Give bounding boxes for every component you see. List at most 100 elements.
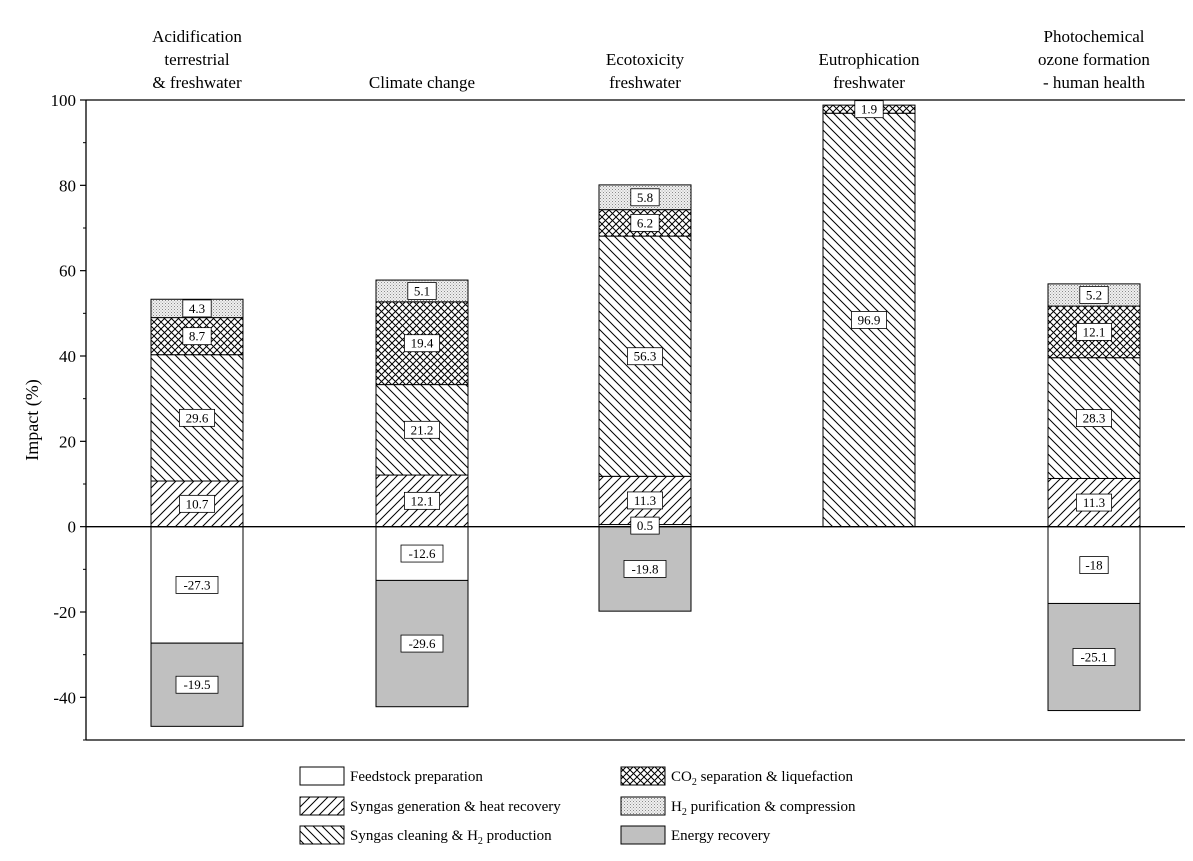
data-label-text: 11.3 (1083, 495, 1105, 510)
category-label: Climate change (369, 73, 475, 92)
data-label-box (400, 634, 444, 653)
legend-item: Syngas generation & heat recovery (299, 796, 561, 816)
data-label-text: -25.1 (1080, 650, 1107, 665)
data-label: 56.3 (627, 347, 664, 366)
data-label-text: 96.9 (858, 312, 881, 327)
data-label: 11.3 (1076, 493, 1113, 512)
legend-swatch (299, 825, 345, 845)
data-label-text: 8.7 (189, 329, 206, 344)
data-label: -12.6 (400, 544, 444, 563)
data-label: 5.2 (1079, 286, 1109, 304)
y-tick-label: 0 (68, 518, 77, 537)
category-label: Ecotoxicity (606, 50, 685, 69)
data-label-box (630, 213, 660, 232)
legend-item: Syngas cleaning & H2 production (299, 825, 552, 847)
data-label-text: 5.2 (1086, 287, 1102, 302)
data-label-box (178, 494, 215, 513)
category-label: Photochemical (1043, 27, 1144, 46)
data-label-box (400, 544, 444, 563)
data-label-box (630, 516, 660, 535)
data-label: -29.6 (400, 634, 444, 653)
data-label: 4.3 (182, 299, 212, 318)
data-label-text: 10.7 (186, 496, 209, 511)
data-label: 29.6 (178, 408, 215, 427)
data-label-box (175, 675, 219, 694)
y-tick-label: 20 (59, 432, 76, 451)
data-label: -18 (1079, 556, 1109, 574)
data-label: 0.5 (630, 516, 660, 535)
data-label: -27.3 (175, 576, 219, 594)
data-label: 10.7 (178, 494, 215, 513)
data-label-text: 19.4 (411, 336, 434, 351)
data-label-text: 28.3 (1083, 411, 1106, 426)
data-label: 12.1 (403, 491, 440, 510)
y-tick-label: -20 (53, 603, 76, 622)
category-label: Eutrophication (818, 50, 920, 69)
data-label-text: 12.1 (1083, 324, 1106, 339)
data-labels: -27.3 10.7 29.6 8.7 4.3 -19.5 -12.6 12.1 21.2 19.… (175, 100, 1116, 694)
data-label-box (1076, 409, 1113, 427)
data-label-text: 1.9 (861, 102, 877, 117)
data-label: 1.9 (854, 100, 884, 119)
data-label-box (623, 560, 667, 578)
data-label-box (1076, 322, 1113, 341)
category-label: Acidification (152, 27, 242, 46)
data-label: 6.2 (630, 213, 660, 232)
data-label-box (1079, 286, 1109, 304)
data-label-text: -19.5 (183, 677, 210, 692)
y-tick-label: 100 (51, 91, 77, 110)
data-label-box (403, 420, 440, 439)
y-tick-label: 80 (59, 176, 76, 195)
legend-label: Syngas cleaning & H2 production (350, 828, 552, 847)
data-label-box (1072, 648, 1116, 666)
data-label-box (627, 347, 664, 366)
legend-swatch (620, 766, 666, 786)
data-label-box (1076, 493, 1113, 512)
legend-label: CO2 separation & liquefaction (671, 769, 854, 788)
category-label: ozone formation (1038, 50, 1150, 69)
category-labels: Acidification terrestrial & freshwater Clim… (152, 27, 1150, 92)
data-label-text: 0.5 (637, 518, 653, 533)
data-label: 21.2 (403, 420, 440, 439)
data-label-text: -19.8 (631, 561, 658, 576)
legend-swatch (620, 825, 666, 845)
data-label: 5.8 (630, 188, 660, 207)
data-label-text: -12.6 (408, 546, 436, 561)
data-label-box (403, 334, 440, 353)
data-label-box (182, 327, 212, 346)
axes: -40 -20 0 20 40 60 80 100 Impact (%) (22, 91, 1185, 741)
data-label-text: 11.3 (634, 493, 656, 508)
category-label: terrestrial (164, 50, 229, 69)
data-label-box (407, 282, 437, 300)
data-label-text: -29.6 (408, 636, 436, 651)
legend: Feedstock preparation Syngas generation &… (299, 766, 856, 847)
data-label-box (182, 299, 212, 318)
data-label: 28.3 (1076, 409, 1113, 427)
legend-label: Syngas generation & heat recovery (350, 799, 561, 815)
bars (150, 104, 1141, 727)
legend-label: Energy recovery (671, 828, 771, 844)
data-label: 12.1 (1076, 322, 1113, 341)
data-label-text: 5.8 (637, 190, 653, 205)
data-label-text: 21.2 (411, 422, 434, 437)
data-label-box (854, 100, 884, 119)
legend-swatch (299, 796, 345, 816)
data-label-text: 12.1 (411, 493, 434, 508)
data-label: -25.1 (1072, 648, 1116, 666)
data-label: 19.4 (403, 334, 440, 353)
category-label: - human health (1043, 73, 1145, 92)
data-label-box (178, 408, 215, 427)
y-tick-label: 60 (59, 262, 76, 281)
data-label-box (630, 188, 660, 207)
data-label-box (851, 311, 888, 329)
data-label: -19.8 (623, 560, 667, 578)
data-label-text: 4.3 (189, 301, 205, 316)
data-label: -19.5 (175, 675, 219, 694)
y-axis-title: Impact (%) (22, 379, 43, 460)
data-label-box (627, 491, 664, 510)
legend-label: H2 purification & compression (671, 799, 856, 818)
data-label-text: 5.1 (414, 283, 430, 298)
data-label-box (1079, 556, 1109, 574)
data-label-text: -18 (1085, 558, 1102, 573)
category-label: freshwater (609, 73, 681, 92)
